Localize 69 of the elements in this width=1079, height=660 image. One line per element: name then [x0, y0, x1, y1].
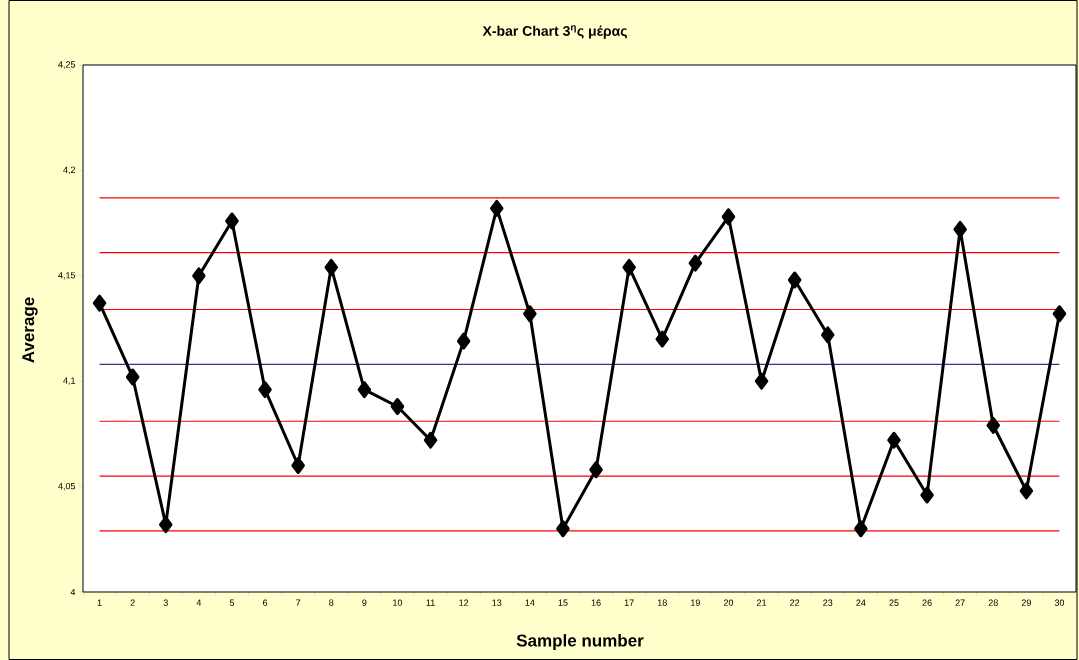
point [125, 368, 140, 386]
x-axis-title: Sample number [516, 634, 644, 650]
y-tick-label: 4,15 [58, 272, 76, 280]
x-tick-label: 21 [757, 599, 767, 606]
x-tick-label: 11 [426, 599, 435, 606]
x-tick-label: 14 [525, 599, 535, 606]
x-tick-label: 29 [1021, 599, 1031, 606]
x-tick-label: 10 [393, 599, 403, 606]
x-tick-label: 30 [1054, 599, 1065, 606]
point [589, 461, 603, 479]
point [821, 326, 835, 344]
y-axis-title: Average [22, 297, 38, 363]
x-tick-label: 7 [296, 599, 301, 606]
point [423, 431, 438, 449]
point [225, 212, 239, 230]
point [456, 332, 471, 350]
x-tick-label: 8 [329, 599, 334, 606]
point [159, 516, 173, 534]
x-tick-label: 18 [657, 599, 667, 606]
x-tick-label: 6 [263, 599, 268, 606]
y-tick-label: 4,2 [63, 166, 76, 175]
point [291, 457, 305, 475]
point [92, 294, 107, 312]
point [1052, 305, 1067, 323]
x-tick-label: 9 [362, 599, 367, 606]
x-tick-label: 5 [229, 599, 235, 606]
x-tick-label: 4 [196, 599, 202, 606]
y-tick-label: 4,1 [63, 377, 76, 385]
point [324, 258, 338, 276]
x-tick-label: 26 [922, 599, 932, 606]
x-tick-label: 25 [889, 599, 899, 606]
point [920, 486, 934, 504]
point [556, 520, 570, 538]
point [787, 271, 802, 289]
x-tick-label: 22 [790, 599, 800, 606]
y-tick-label: 4 [70, 588, 76, 596]
x-tick-label: 15 [558, 599, 568, 606]
point [754, 372, 769, 390]
point [258, 381, 272, 399]
x-tick-label: 23 [823, 599, 833, 606]
y-tick-label: 4,25 [58, 61, 76, 69]
x-tick-label: 13 [492, 599, 502, 606]
point [622, 258, 636, 276]
point [854, 520, 868, 538]
point [490, 199, 504, 217]
x-tick-label: 27 [955, 599, 965, 606]
x-tick-label: 28 [988, 599, 998, 606]
x-tick-label: 2 [130, 599, 135, 606]
point [1019, 482, 1034, 500]
x-tick-label: 19 [691, 599, 700, 606]
point [953, 220, 967, 238]
chart-title: X-bar Chart 3$^{η}$ς μέρας [482, 25, 627, 39]
point [523, 305, 537, 323]
x-tick-label: 1 [97, 599, 102, 606]
x-tick-label: 24 [856, 599, 866, 606]
point [887, 431, 901, 449]
point [390, 397, 405, 415]
x-tick-label: 3 [163, 599, 168, 606]
x-tick-label: 12 [459, 599, 469, 606]
x-tick-label: 20 [723, 599, 734, 606]
x-tick-label: 17 [624, 599, 634, 606]
point [688, 254, 703, 272]
point [357, 381, 372, 399]
point [986, 416, 1001, 434]
x-tick-label: 16 [591, 599, 601, 606]
point [721, 208, 736, 226]
y-tick-label: 4,05 [58, 482, 76, 491]
point [192, 267, 206, 285]
point [655, 330, 670, 348]
